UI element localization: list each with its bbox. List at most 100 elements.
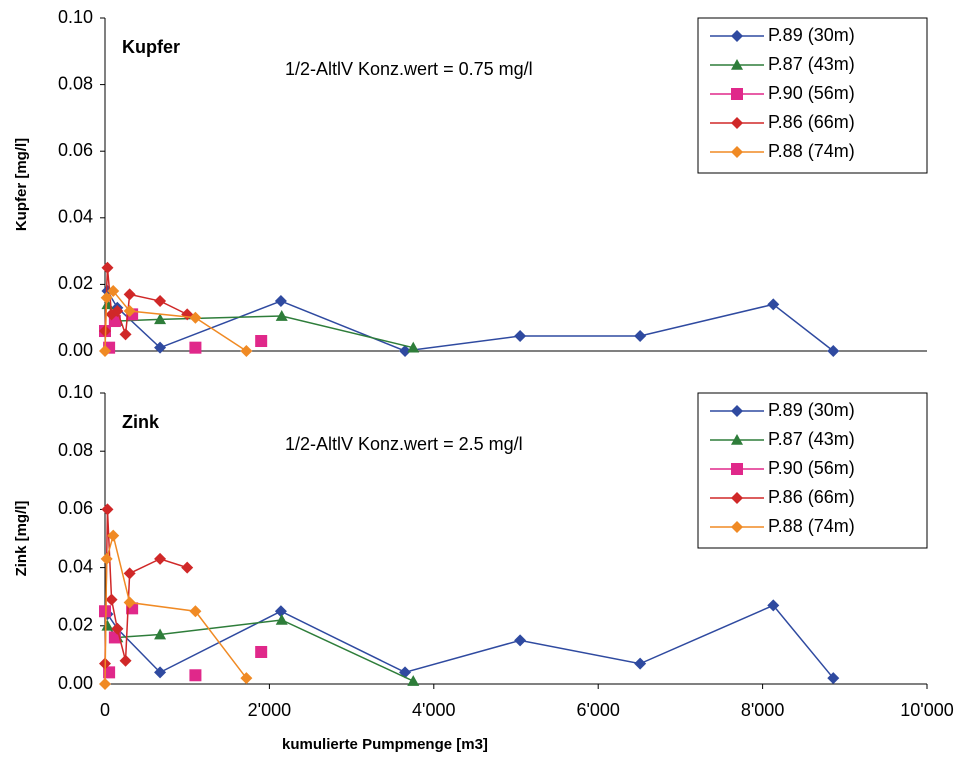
x-tick-label: 6'000 bbox=[576, 700, 619, 720]
marker bbox=[275, 310, 288, 321]
marker bbox=[154, 341, 167, 354]
marker bbox=[189, 341, 202, 354]
marker bbox=[119, 654, 132, 667]
marker bbox=[407, 675, 420, 686]
marker bbox=[731, 30, 743, 42]
y-tick-label: 0.02 bbox=[58, 615, 93, 635]
legend-label: P.88 (74m) bbox=[768, 141, 855, 161]
y-tick-label: 0.04 bbox=[58, 556, 93, 576]
marker bbox=[731, 117, 743, 129]
x-tick-label: 10'000 bbox=[900, 700, 954, 720]
marker bbox=[634, 330, 647, 343]
marker bbox=[399, 345, 412, 357]
y-tick-label: 0.10 bbox=[58, 382, 93, 402]
y-tick-label: 0.00 bbox=[58, 673, 93, 693]
marker bbox=[731, 146, 743, 158]
panel-label: Zink bbox=[122, 412, 160, 432]
marker bbox=[99, 605, 111, 618]
series-line bbox=[104, 532, 247, 685]
marker bbox=[275, 613, 288, 625]
legend-label: P.90 (56m) bbox=[768, 458, 855, 478]
marker bbox=[101, 503, 114, 516]
marker bbox=[255, 645, 268, 658]
marker bbox=[154, 313, 167, 325]
marker bbox=[123, 305, 136, 318]
y-tick-label: 0.08 bbox=[58, 73, 93, 93]
series-line bbox=[104, 267, 188, 335]
marker bbox=[100, 291, 113, 304]
x-axis-label: kumulierte Pumpmenge [m3] bbox=[282, 736, 488, 753]
marker bbox=[731, 463, 743, 475]
marker bbox=[108, 631, 121, 644]
marker bbox=[123, 596, 136, 609]
marker bbox=[119, 328, 132, 341]
marker bbox=[767, 298, 780, 311]
marker bbox=[189, 605, 202, 618]
series-line bbox=[106, 290, 834, 352]
marker bbox=[107, 285, 120, 298]
x-tick-label: 4'000 bbox=[412, 700, 455, 720]
marker bbox=[154, 628, 167, 640]
y-tick-label: 0.08 bbox=[58, 440, 93, 460]
marker bbox=[514, 634, 527, 647]
marker bbox=[240, 672, 253, 685]
marker bbox=[101, 619, 114, 631]
marker bbox=[240, 345, 253, 357]
series-line bbox=[106, 604, 834, 679]
marker bbox=[731, 59, 743, 70]
legend-label: P.89 (30m) bbox=[768, 400, 855, 420]
x-tick-label: 0 bbox=[100, 700, 110, 720]
marker bbox=[99, 678, 111, 690]
marker bbox=[514, 330, 527, 343]
y-tick-label: 0.06 bbox=[58, 140, 93, 160]
marker bbox=[111, 622, 124, 635]
legend-label: P.90 (56m) bbox=[768, 83, 855, 103]
marker bbox=[407, 341, 420, 353]
y-tick-label: 0.00 bbox=[58, 340, 93, 360]
legend-label: P.87 (43m) bbox=[768, 429, 855, 449]
y-axis-label: Zink [mg/l] bbox=[13, 501, 30, 577]
legend-label: P.86 (66m) bbox=[768, 487, 855, 507]
y-tick-label: 0.04 bbox=[58, 207, 93, 227]
panel-label: Kupfer bbox=[122, 37, 180, 57]
marker bbox=[767, 599, 780, 612]
marker bbox=[731, 88, 743, 100]
marker bbox=[274, 295, 287, 308]
annotation: 1/2-AltlV Konz.wert = 2.5 mg/l bbox=[285, 434, 523, 454]
marker bbox=[154, 295, 167, 308]
marker bbox=[107, 529, 120, 542]
y-tick-label: 0.06 bbox=[58, 498, 93, 518]
marker bbox=[101, 261, 114, 274]
marker bbox=[181, 561, 194, 574]
legend-label: P.89 (30m) bbox=[768, 25, 855, 45]
legend-label: P.87 (43m) bbox=[768, 54, 855, 74]
marker bbox=[103, 666, 116, 679]
marker bbox=[827, 345, 840, 357]
legend-label: P.86 (66m) bbox=[768, 112, 855, 132]
marker bbox=[189, 311, 202, 324]
marker bbox=[731, 492, 743, 504]
marker bbox=[111, 305, 124, 318]
marker bbox=[154, 552, 167, 565]
x-tick-label: 2'000 bbox=[248, 700, 291, 720]
y-tick-label: 0.02 bbox=[58, 273, 93, 293]
y-tick-label: 0.10 bbox=[58, 7, 93, 27]
series-line bbox=[104, 289, 247, 352]
series-line bbox=[104, 509, 188, 664]
marker bbox=[827, 672, 840, 685]
marker bbox=[731, 434, 743, 445]
y-axis-label: Kupfer [mg/l] bbox=[13, 138, 30, 231]
marker bbox=[154, 666, 167, 679]
marker bbox=[731, 521, 743, 533]
annotation: 1/2-AltlV Konz.wert = 0.75 mg/l bbox=[285, 59, 533, 79]
marker bbox=[189, 669, 202, 682]
marker bbox=[634, 657, 647, 670]
marker bbox=[731, 405, 743, 417]
marker bbox=[100, 552, 113, 565]
x-tick-label: 8'000 bbox=[741, 700, 784, 720]
marker bbox=[255, 335, 268, 348]
legend-label: P.88 (74m) bbox=[768, 516, 855, 536]
marker bbox=[105, 593, 118, 606]
marker bbox=[99, 345, 111, 357]
